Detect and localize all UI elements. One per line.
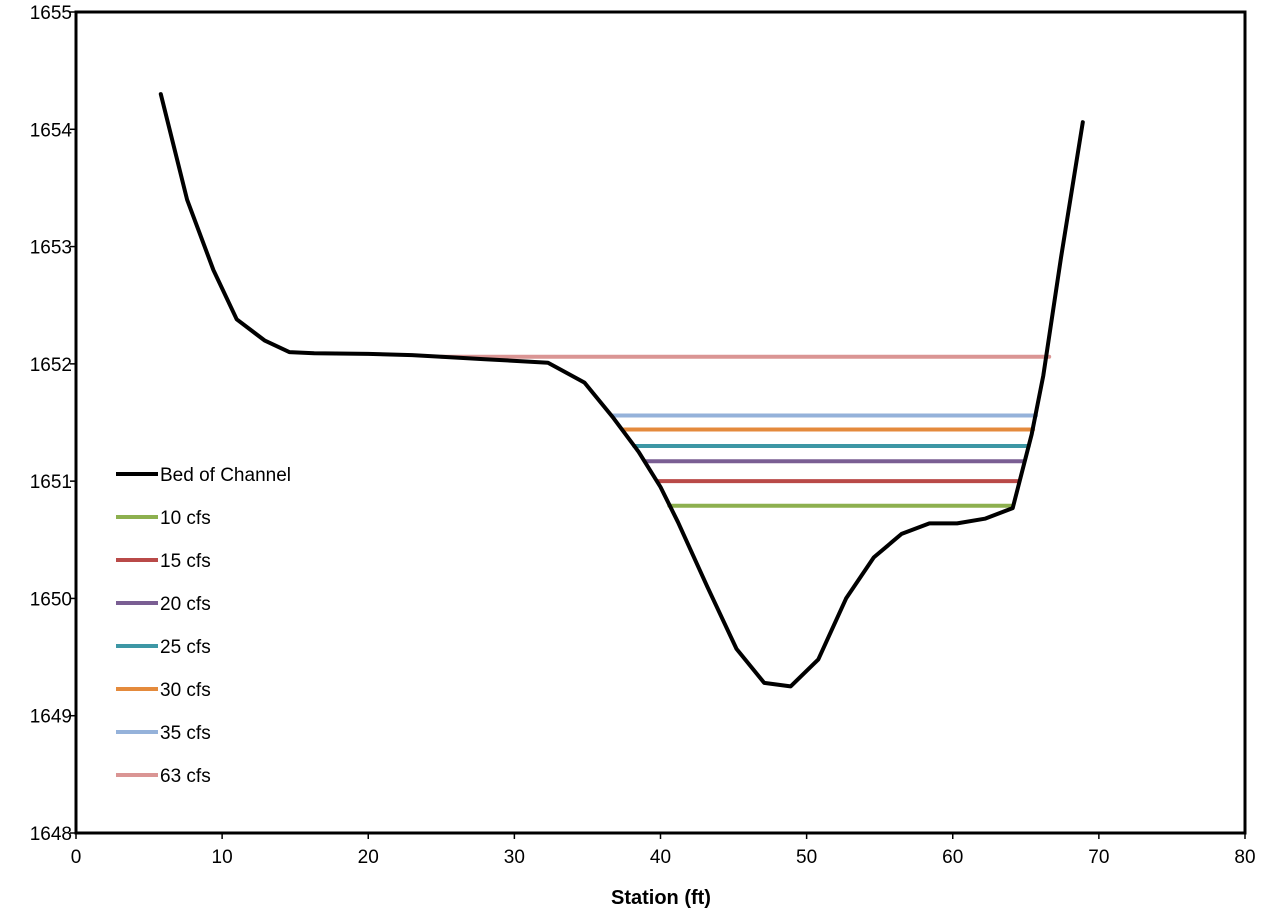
y-tick-label: 1650	[30, 589, 72, 610]
series-layer	[158, 92, 1085, 689]
x-tick-label: 60	[942, 847, 963, 868]
x-tick-label: 70	[1088, 847, 1109, 868]
legend-label: Bed of Channel	[160, 465, 291, 486]
x-tick-label: 0	[71, 847, 82, 868]
x-tick-label: 10	[212, 847, 233, 868]
legend-label: 25 cfs	[160, 637, 211, 658]
y-axis-ticks: 1648 1649 1650 1651 1652 1653 1654 1655	[30, 3, 76, 845]
plot-area	[74, 10, 1247, 835]
x-axis-ticks: 0 10 20 30 40 50 60 70 80	[71, 833, 1256, 868]
x-tick-label: 80	[1234, 847, 1255, 868]
legend-label: 10 cfs	[160, 508, 211, 529]
y-tick-label: 1651	[30, 472, 72, 493]
y-tick-label: 1653	[30, 238, 72, 259]
x-tick-label: 30	[504, 847, 525, 868]
x-tick-label: 20	[358, 847, 379, 868]
legend-label: 63 cfs	[160, 766, 211, 787]
x-axis-title: Station (ft)	[611, 887, 711, 909]
y-tick-label: 1654	[30, 120, 73, 141]
legend-label: 15 cfs	[160, 551, 211, 572]
y-tick-label: 1649	[30, 707, 72, 728]
legend-label: 20 cfs	[160, 594, 211, 615]
legend-label: 30 cfs	[160, 680, 211, 701]
x-tick-label: 40	[650, 847, 671, 868]
y-tick-label: 1655	[30, 3, 72, 24]
series-line	[158, 92, 1085, 689]
x-tick-label: 50	[796, 847, 817, 868]
y-tick-label: 1652	[30, 355, 72, 376]
legend: Bed of Channel 10 cfs 15 cfs 20 cfs 25 cfs 30…	[116, 465, 291, 787]
y-tick-label: 1648	[30, 824, 72, 845]
legend-label: 35 cfs	[160, 723, 211, 744]
